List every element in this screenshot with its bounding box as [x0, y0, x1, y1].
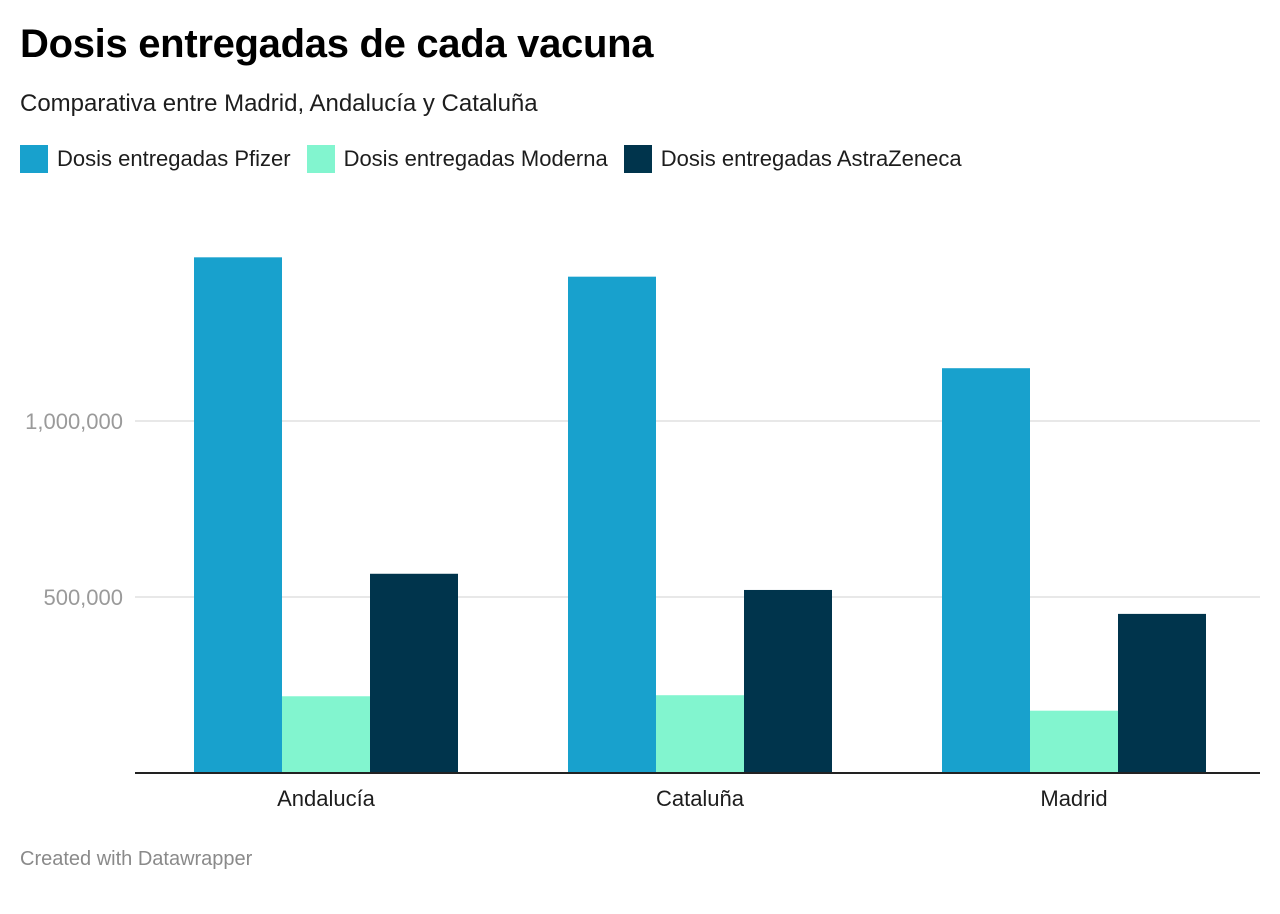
bar-andalucía-2 [370, 573, 458, 773]
legend-swatch-moderna [306, 145, 335, 173]
bar-madrid-0 [942, 368, 1030, 773]
legend-label-pfizer: Dosis entregadas Pfizer [57, 146, 291, 171]
legend-item-moderna: Dosis entregadas Moderna [306, 145, 608, 173]
bar-cataluña-1 [656, 695, 744, 773]
bar-cataluña-0 [568, 276, 656, 773]
footer-credit: Created with Datawrapper [20, 848, 253, 870]
legend-swatch-astrazeneca [623, 145, 652, 173]
bar-madrid-2 [1118, 613, 1206, 773]
bar-andalucía-1 [282, 696, 370, 773]
legend-label-moderna: Dosis entregadas Moderna [343, 146, 608, 171]
y-tick-label: 500,000 [43, 585, 123, 610]
bar-madrid-1 [1030, 710, 1118, 773]
legend-item-pfizer: Dosis entregadas Pfizer [20, 145, 291, 173]
legend-swatch-pfizer [20, 145, 48, 173]
legend: Dosis entregadas Pfizer Dosis entregadas… [20, 145, 978, 173]
chart-subtitle: Comparativa entre Madrid, Andalucía y Ca… [20, 90, 538, 117]
legend-label-astrazeneca: Dosis entregadas AstraZeneca [660, 146, 962, 171]
y-tick-label: 1,000,000 [25, 409, 123, 434]
x-tick-label: Cataluña [656, 786, 745, 811]
bar-cataluña-2 [744, 589, 832, 773]
bar-andalucía-0 [194, 257, 282, 773]
x-tick-label: Madrid [1040, 786, 1107, 811]
x-tick-label: Andalucía [277, 786, 376, 811]
legend-item-astrazeneca: Dosis entregadas AstraZeneca [623, 145, 962, 173]
chart-title: Dosis entregadas de cada vacuna [20, 22, 654, 66]
